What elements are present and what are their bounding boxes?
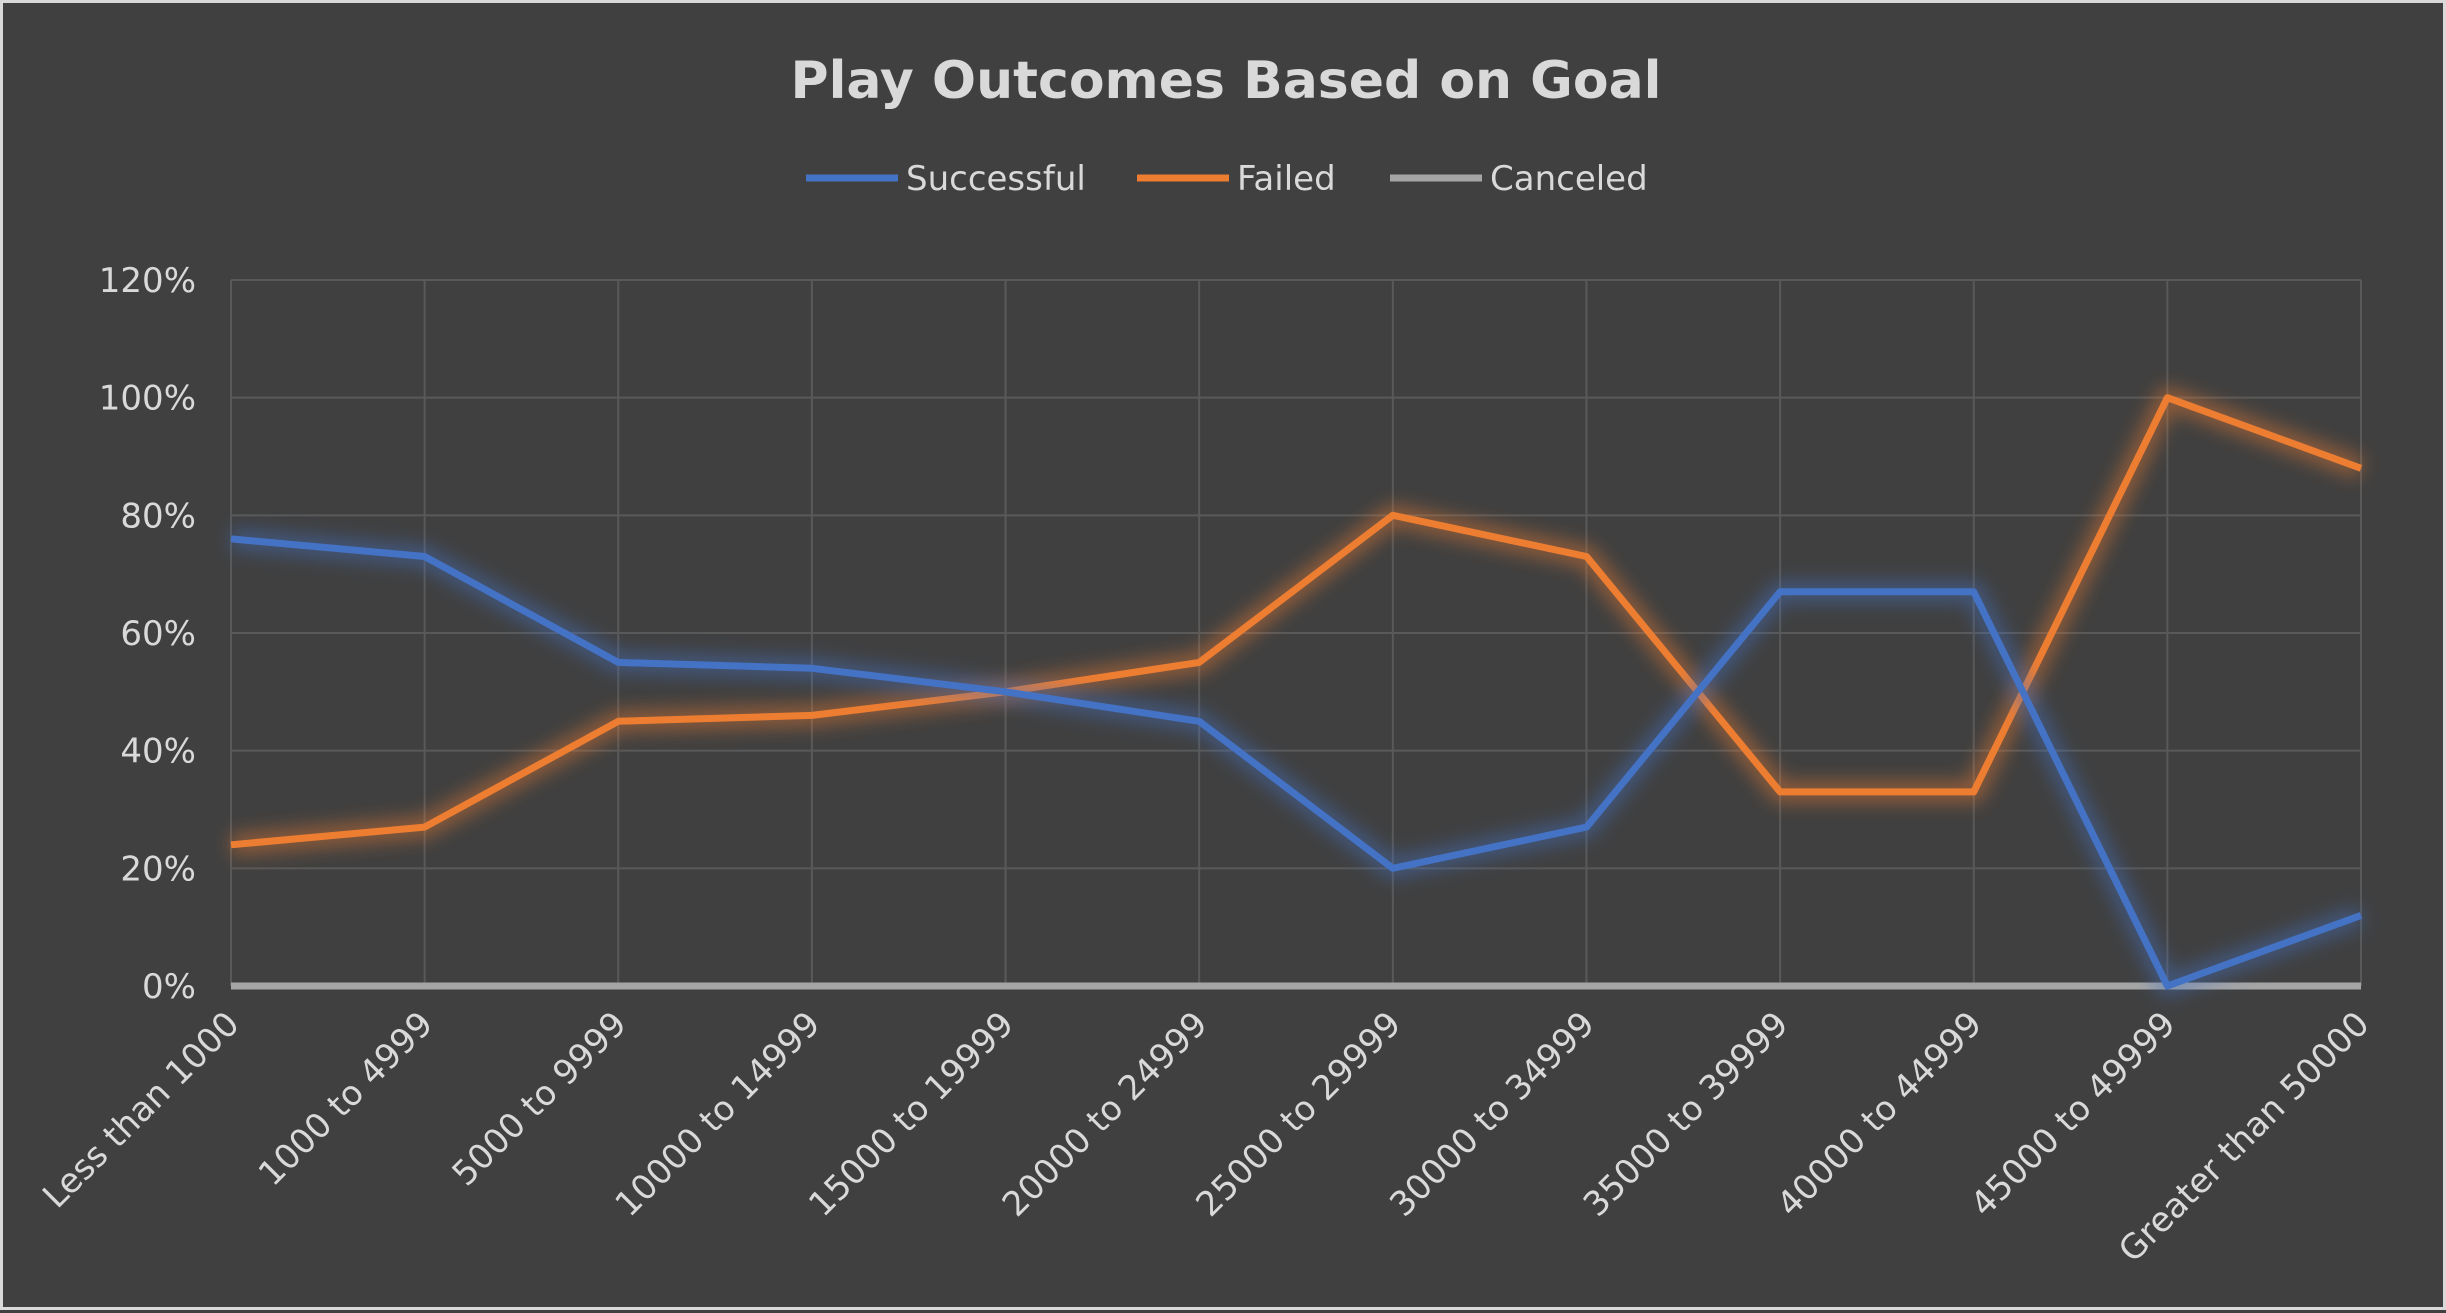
x-tick-label: 35000 to 39999 (1576, 1004, 1797, 1225)
x-tick-label: 20000 to 24999 (995, 1004, 1216, 1225)
y-tick-label: 120% (99, 261, 196, 301)
legend: Successful Failed Canceled (806, 159, 1648, 199)
y-tick-label: 60% (120, 614, 196, 654)
x-tick-label: 45000 to 49999 (1963, 1004, 2184, 1225)
x-tick-label: 1000 to 4999 (251, 1004, 441, 1194)
y-tick-label: 80% (120, 496, 196, 536)
y-axis: 0% 20% 40% 60% 80% 100% 120% (99, 261, 196, 1007)
x-axis: Less than 1000 1000 to 4999 5000 to 999910… (35, 1004, 2377, 1270)
x-tick-label: 40000 to 44999 (1769, 1004, 1990, 1225)
x-tick-label: 10000 to 14999 (608, 1004, 829, 1225)
legend-label: Failed (1237, 159, 1336, 199)
y-tick-label: 40% (120, 732, 196, 772)
x-tick-label: Less than 1000 (35, 1004, 247, 1216)
x-tick-label: 5000 to 9999 (445, 1004, 635, 1194)
series-line-failed (230, 394, 2363, 849)
chart-title: Play Outcomes Based on Goal (791, 51, 1662, 111)
x-tick-label: 30000 to 34999 (1382, 1004, 1603, 1225)
line-chart: Play Outcomes Based on Goal Successful Fa… (35, 51, 2377, 1270)
legend-item-canceled: Canceled (1390, 159, 1648, 199)
y-tick-label: 20% (120, 849, 196, 889)
legend-item-successful: Successful (806, 159, 1086, 199)
legend-label: Successful (906, 159, 1086, 199)
legend-label: Canceled (1490, 159, 1648, 199)
x-tick-label: 15000 to 19999 (801, 1004, 1022, 1225)
legend-item-failed: Failed (1137, 159, 1336, 199)
y-tick-label: 100% (99, 379, 196, 419)
series-line-successful (230, 535, 2363, 990)
plot-area (229, 386, 2365, 997)
y-tick-label: 0% (142, 967, 196, 1007)
x-tick-label: 25000 to 29999 (1189, 1004, 1410, 1225)
